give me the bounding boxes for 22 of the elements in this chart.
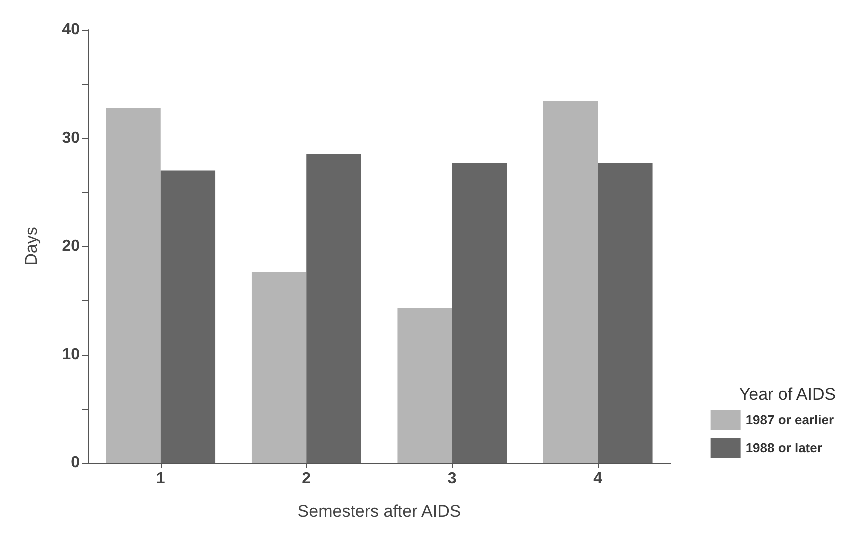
legend-title: Year of AIDS xyxy=(739,385,836,404)
legend-label: 1988 or later xyxy=(746,440,822,456)
bar xyxy=(106,108,161,463)
bar xyxy=(252,272,307,463)
x-tick-label: 1 xyxy=(156,470,166,488)
y-tick-label: 0 xyxy=(71,454,80,472)
y-axis-title: Days xyxy=(22,227,41,266)
y-tick-label: 40 xyxy=(62,22,80,38)
legend-label: 1987 or earlier xyxy=(746,412,834,428)
bar xyxy=(160,170,216,463)
x-axis-title: Semesters after AIDS xyxy=(298,502,462,521)
y-tick-label: 20 xyxy=(62,238,80,255)
y-tick-label: 10 xyxy=(62,346,80,364)
bar xyxy=(598,163,653,463)
bar xyxy=(543,101,598,463)
x-tick-label: 4 xyxy=(594,470,603,488)
x-tick-label: 2 xyxy=(302,470,312,488)
x-tick-label: 3 xyxy=(448,470,457,488)
y-tick-label: 30 xyxy=(62,130,80,147)
bar xyxy=(398,308,452,463)
bar xyxy=(306,154,362,463)
bar xyxy=(452,163,508,463)
